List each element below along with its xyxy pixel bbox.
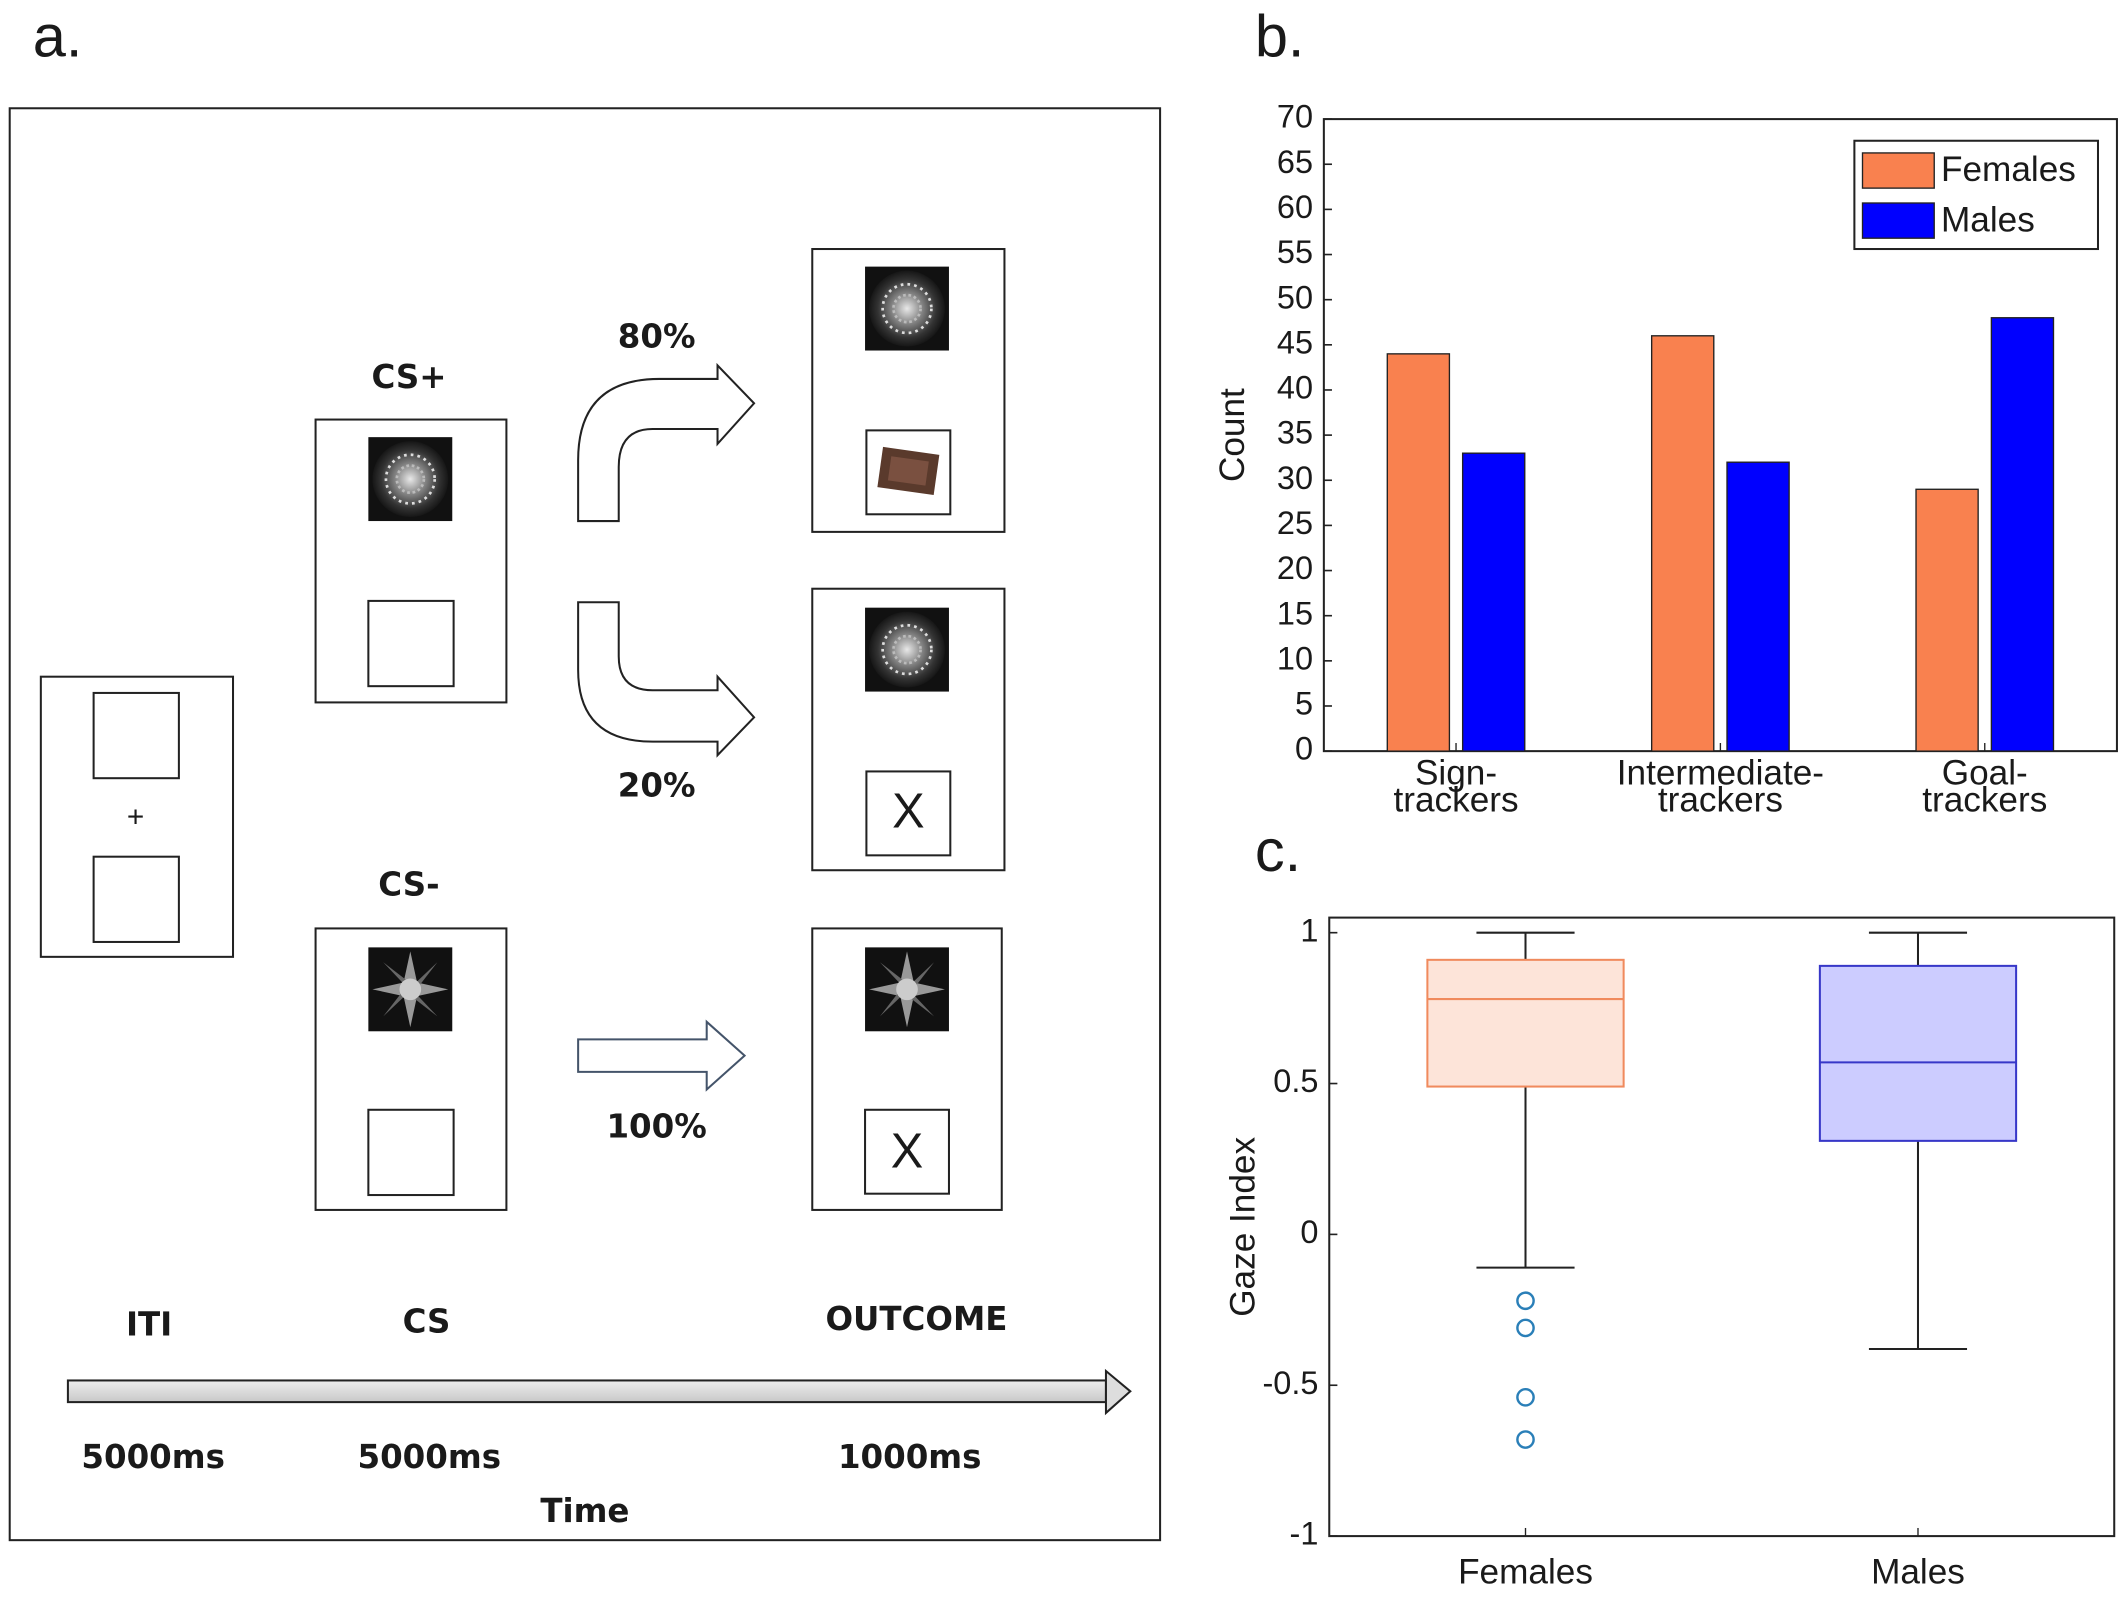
panel-label: b.: [1255, 2, 1305, 69]
legend-swatch: [1861, 202, 1935, 239]
y-tick-label: 0: [1300, 1214, 1318, 1250]
panel-label: c.: [1255, 817, 1301, 884]
y-tick-label: 40: [1277, 370, 1313, 406]
cs-label: CS+: [371, 358, 446, 396]
duration: 5000ms: [357, 1438, 501, 1476]
y-axis-label: Gaze Index: [1224, 1137, 1263, 1317]
probability: 100%: [606, 1108, 706, 1146]
y-tick-label: 30: [1277, 460, 1313, 496]
y-tick-label: -1: [1290, 1516, 1319, 1552]
legend-label: Females: [1941, 150, 2076, 189]
y-tick-label: 50: [1277, 279, 1313, 315]
x-tick-label: Males: [1871, 1552, 1965, 1591]
box: [1818, 964, 2018, 1142]
box: [1426, 958, 1625, 1088]
y-tick-label: 10: [1277, 640, 1313, 676]
cs-label: CS-: [378, 865, 439, 903]
phase: OUTCOME: [825, 1300, 1007, 1338]
x-tick-label: Sign-trackers: [1393, 754, 1518, 820]
probability: 80%: [618, 317, 696, 355]
bar: [1461, 452, 1526, 752]
bar: [1726, 461, 1790, 752]
duration: 5000ms: [81, 1438, 225, 1476]
y-tick-label: 20: [1277, 550, 1313, 586]
reward-image: [877, 446, 940, 496]
y-tick-label: 1: [1300, 912, 1318, 948]
charts: 0510152025303540455055606570CountSign-tr…: [1213, 99, 2118, 1591]
time-label: Time: [540, 1492, 629, 1530]
y-axis-label: Count: [1213, 388, 1252, 482]
y-tick-label: 55: [1277, 234, 1313, 270]
no-reward: X: [892, 785, 925, 839]
outlier: [1516, 1387, 1535, 1407]
task-diagram: [8, 107, 1162, 1542]
x-tick-label: Intermediate-trackers: [1617, 754, 1824, 820]
legend-label: Males: [1941, 200, 2035, 239]
plot-frame: [1328, 916, 2116, 1538]
y-tick-label: 5: [1295, 686, 1313, 722]
y-tick-label: 70: [1277, 99, 1313, 135]
panel-label: a.: [33, 2, 83, 69]
x-tick-label: Females: [1458, 1552, 1593, 1591]
outlier: [1516, 1318, 1535, 1338]
y-tick-label: 65: [1277, 144, 1313, 180]
y-tick-label: 0: [1295, 731, 1313, 767]
bar: [1386, 353, 1451, 752]
fixation: +: [127, 801, 144, 834]
outlier: [1516, 1291, 1535, 1311]
x-tick-label: Goal-trackers: [1922, 754, 2047, 820]
y-tick-label: 15: [1277, 595, 1313, 631]
y-tick-label: 0.5: [1273, 1063, 1318, 1099]
y-tick-label: 45: [1277, 324, 1313, 360]
legend-swatch: [1861, 152, 1935, 189]
bar: [1650, 335, 1715, 752]
y-tick-label: 25: [1277, 505, 1313, 541]
y-tick-label: 60: [1277, 189, 1313, 225]
outlier: [1516, 1430, 1535, 1449]
duration: 1000ms: [838, 1438, 982, 1476]
bar: [1990, 317, 2055, 752]
no-reward: X: [891, 1124, 924, 1178]
phase: CS: [403, 1303, 451, 1341]
phase: ITI: [126, 1305, 172, 1343]
bar: [1915, 488, 1979, 752]
y-tick-label: -0.5: [1262, 1365, 1318, 1401]
probability: 20%: [618, 767, 696, 805]
y-tick-label: 35: [1277, 415, 1313, 451]
